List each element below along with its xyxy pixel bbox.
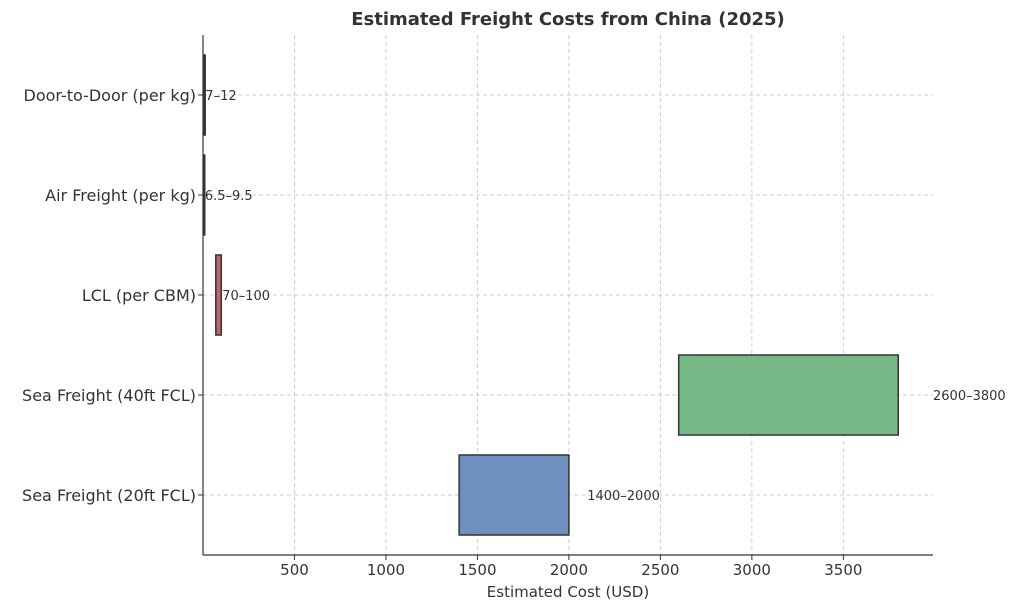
data-label: 6.5–9.5	[205, 189, 253, 204]
bar	[677, 354, 899, 436]
chart-title: Estimated Freight Costs from China (2025…	[351, 9, 785, 30]
data-label: 2600–3800	[933, 389, 1006, 404]
x-tick-label: 2500	[641, 561, 679, 579]
x-tick-label: 3500	[824, 561, 862, 579]
y-tick-label: Door-to-Door (per kg)	[24, 86, 197, 105]
x-tick-label: 3000	[733, 561, 771, 579]
y-tick-label: Sea Freight (20ft FCL)	[22, 486, 196, 505]
y-tick-label: LCL (per CBM)	[82, 286, 196, 305]
x-tick-label: 1000	[367, 561, 405, 579]
bar	[203, 54, 206, 136]
bar	[215, 254, 223, 336]
x-tick-label: 1500	[458, 561, 496, 579]
data-label: 7–12	[205, 89, 236, 104]
bar	[203, 154, 206, 236]
y-tick-label: Air Freight (per kg)	[45, 186, 196, 205]
x-tick-label: 2000	[550, 561, 588, 579]
data-label: 70–100	[222, 289, 270, 304]
x-tick-label: 500	[280, 561, 309, 579]
bar	[458, 454, 570, 536]
x-axis-label: Estimated Cost (USD)	[487, 583, 649, 601]
y-tick-label: Sea Freight (40ft FCL)	[22, 386, 196, 405]
data-label: 1400–2000	[587, 489, 660, 504]
